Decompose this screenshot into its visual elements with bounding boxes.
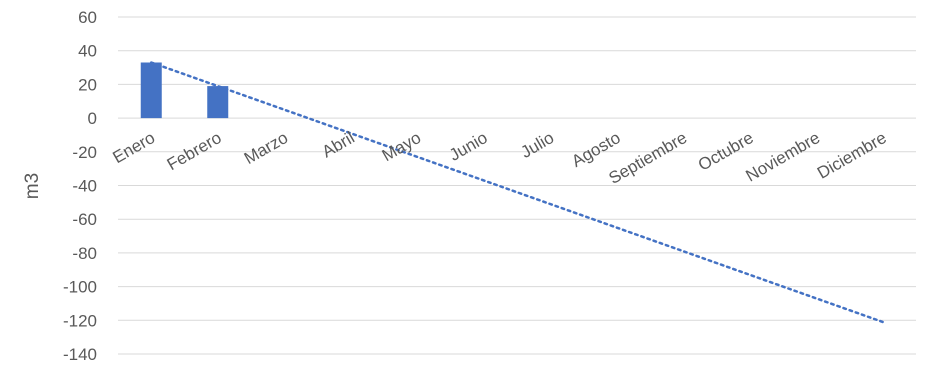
x-tick-label: Mayo <box>379 128 425 165</box>
y-tick-label: 40 <box>78 42 97 61</box>
x-tick-label: Noviembre <box>743 128 824 186</box>
x-tick-label: Marzo <box>241 128 291 168</box>
y-tick-label: -140 <box>63 345 97 364</box>
y-tick-label: 20 <box>78 75 97 94</box>
x-tick-label: Junio <box>446 128 491 165</box>
bar-enero <box>140 62 162 119</box>
y-tick-label: -60 <box>72 210 97 229</box>
x-tick-label: Julio <box>517 128 557 162</box>
y-tick-label: -100 <box>63 278 97 297</box>
trendline <box>150 61 884 324</box>
y-axis-tick-labels: 60 40 20 0 -20 -40 -60 -80 -100 -120 -140 <box>63 8 97 364</box>
y-tick-label: 60 <box>78 8 97 27</box>
y-tick-label: -80 <box>72 244 97 263</box>
gridlines <box>118 16 916 355</box>
x-axis-category-labels: Enero Febrero Marzo Abril Mayo Junio Julio Agos… <box>109 128 889 188</box>
bar-febrero <box>207 86 229 119</box>
bars <box>140 62 229 119</box>
trendline-line <box>150 61 884 324</box>
x-tick-label: Abril <box>319 128 358 161</box>
x-tick-label: Agosto <box>568 128 623 171</box>
y-tick-label: -120 <box>63 311 97 330</box>
x-tick-label: Enero <box>109 128 158 167</box>
y-tick-label: -20 <box>72 143 97 162</box>
y-tick-label: -40 <box>72 177 97 196</box>
y-axis-title: m3 <box>22 173 43 199</box>
x-tick-label: Diciembre <box>814 128 890 183</box>
x-tick-label: Febrero <box>164 128 225 174</box>
y-tick-label: 0 <box>88 109 97 128</box>
